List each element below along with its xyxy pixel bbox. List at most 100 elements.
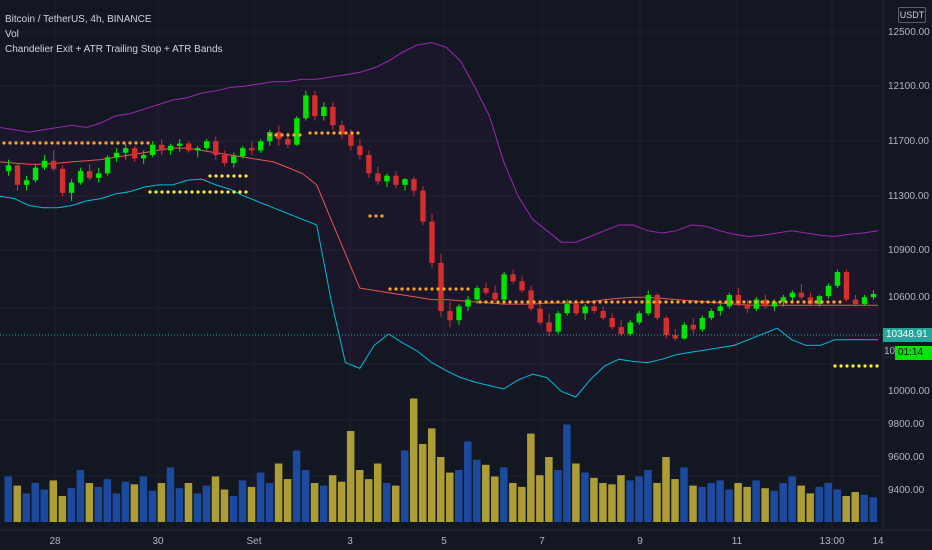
stop-dot (356, 131, 360, 135)
symbol-title[interactable]: Bitcoin / TetherUS, 4h, BINANCE (5, 14, 152, 25)
time-axis-labels: 28 30 Set 3 5 7 9 11 13:00 14 (49, 536, 884, 547)
candle-22 (204, 138, 210, 151)
stop-dot (20, 141, 24, 145)
candle-23 (213, 136, 219, 160)
stop-dot (220, 174, 224, 178)
candle-95 (861, 294, 868, 306)
stop-dot (442, 287, 446, 291)
volume-bar-78 (707, 483, 715, 522)
stop-dot (676, 300, 680, 304)
stop-dot (772, 300, 776, 304)
stop-dot (598, 300, 602, 304)
candle-29 (267, 129, 273, 146)
candle-59 (537, 301, 543, 325)
stop-dot (586, 300, 590, 304)
stop-dot (490, 300, 494, 304)
candle-79 (717, 304, 724, 316)
volume-bar-56 (509, 483, 517, 522)
stop-dot (280, 133, 284, 137)
volume-bar-24 (220, 489, 229, 522)
time-label-1: 30 (152, 536, 164, 547)
stop-dot (832, 300, 836, 304)
candle-53 (483, 282, 489, 295)
candle-26 (240, 145, 246, 159)
volume-bar-74 (671, 479, 679, 522)
volume-bar-12 (112, 493, 121, 522)
candle-75 (681, 322, 687, 340)
candle-43 (393, 171, 399, 189)
stop-dot (14, 141, 18, 145)
stop-dot (62, 141, 66, 145)
stop-dot (718, 300, 722, 304)
stop-dot (796, 300, 800, 304)
volume-bar-50 (455, 470, 463, 522)
stop-dot (232, 174, 236, 178)
volume-bar-82 (743, 486, 751, 522)
stop-dot (568, 300, 572, 304)
stop-dot (160, 190, 164, 194)
stop-dot (238, 190, 242, 194)
candle-8 (77, 167, 84, 185)
volume-bars (4, 398, 877, 522)
stop-dot (502, 300, 506, 304)
stop-dot (694, 300, 698, 304)
candle-36 (330, 102, 336, 130)
candle-61 (555, 311, 561, 334)
stop-dot (8, 141, 12, 145)
volume-bar-48 (436, 457, 445, 522)
price-label-7: 9800.00 (888, 419, 925, 430)
volume-bar-45 (409, 398, 418, 522)
volume-bar-16 (148, 490, 157, 522)
candle-44 (402, 177, 408, 191)
stop-dot (232, 190, 236, 194)
candle-65 (591, 301, 597, 314)
candle-88 (798, 283, 805, 300)
stop-dot (214, 190, 218, 194)
time-label-8: 13:00 (819, 536, 844, 547)
stop-dot (368, 214, 372, 218)
price-label-6: 10000.00 (888, 386, 930, 397)
volume-indicator-label[interactable]: Vol (5, 29, 19, 40)
stop-dot (484, 300, 488, 304)
stop-dot (406, 287, 410, 291)
time-axis[interactable] (0, 530, 932, 550)
candle-2 (23, 175, 30, 191)
volume-bar-77 (698, 486, 706, 522)
stop-dot (140, 141, 144, 145)
stop-dot (833, 364, 837, 368)
candle-77 (699, 315, 706, 332)
stop-dot (196, 190, 200, 194)
last-price-tag: 10348.91 (883, 328, 932, 342)
stop-dot (122, 141, 126, 145)
volume-bar-95 (860, 494, 868, 522)
volume-bar-68 (617, 475, 625, 522)
candle-70 (636, 311, 642, 325)
candle-15 (140, 150, 147, 165)
volume-bar-53 (482, 464, 490, 522)
volume-bar-4 (40, 489, 49, 522)
time-label-7: 11 (732, 536, 743, 547)
candle-32 (294, 116, 300, 146)
volume-bar-80 (725, 489, 733, 522)
stop-dot (574, 300, 578, 304)
stop-dot (712, 300, 716, 304)
volume-bar-79 (716, 480, 724, 522)
price-label-1: 12100.00 (888, 81, 930, 92)
currency-button[interactable]: USDT (898, 7, 926, 23)
volume-bar-35 (319, 485, 328, 522)
stop-dot (320, 131, 324, 135)
stop-dot (857, 364, 861, 368)
stop-dot (766, 300, 770, 304)
candle-93 (843, 269, 850, 302)
candle-12 (113, 148, 120, 162)
candlesticks (5, 90, 877, 341)
stop-dot (80, 141, 84, 145)
candle-40 (366, 150, 372, 178)
volume-bar-32 (292, 450, 301, 522)
chandelier-indicator-label[interactable]: Chandelier Exit + ATR Trailing Stop + AT… (5, 44, 223, 55)
stop-dot (424, 287, 428, 291)
stop-dot (839, 364, 843, 368)
volume-bar-5 (49, 480, 58, 522)
price-axis[interactable] (883, 0, 932, 530)
